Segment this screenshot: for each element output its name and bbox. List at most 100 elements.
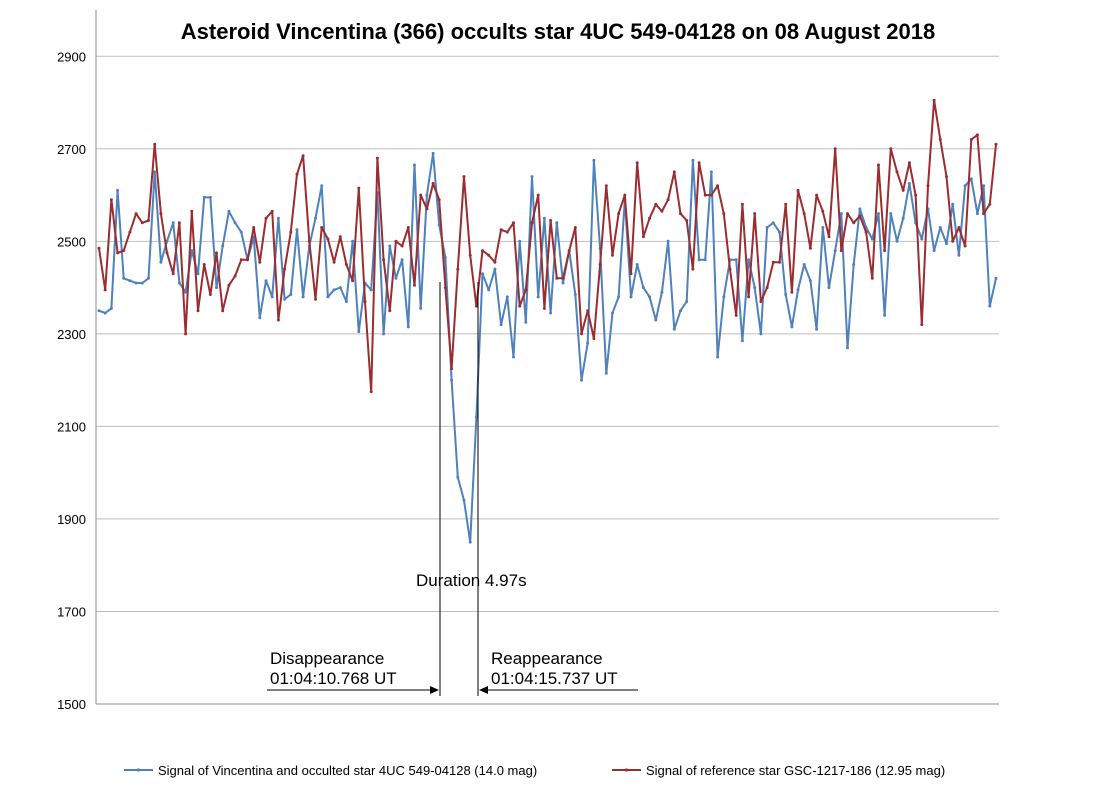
series-2-point: [301, 154, 305, 158]
series-1-point: [858, 207, 862, 211]
series-2-point: [518, 304, 522, 308]
series-1-point: [474, 415, 478, 419]
y-axis-ticks: 1500 1700 1900 2100 2300 2500 2700 2900: [57, 49, 86, 712]
series-1-point: [369, 288, 373, 292]
series-1-point: [425, 193, 429, 197]
series-2-point: [196, 309, 200, 313]
series-1-point: [338, 286, 342, 290]
legend-label-series-1: Signal of Vincentina and occulted star 4…: [158, 763, 537, 778]
series-2-point: [320, 226, 324, 229]
series-2-point: [759, 300, 763, 303]
series-1-point: [295, 228, 299, 232]
series-2-point: [827, 235, 831, 239]
series-2-point: [728, 267, 732, 271]
series-2-point: [685, 219, 689, 222]
series-2-point: [963, 244, 967, 248]
series-2-point: [901, 188, 905, 192]
series-2-point: [375, 156, 379, 160]
series-2-point: [660, 209, 664, 213]
series-2-point: [883, 249, 887, 253]
series-1-point: [524, 320, 528, 324]
series-1-point: [400, 258, 404, 262]
disappearance-label: Disappearance: [270, 649, 384, 668]
series-2-point: [382, 258, 386, 262]
series-1-point: [796, 288, 800, 292]
series-1-point: [215, 286, 218, 290]
series-1-point: [468, 540, 472, 544]
series-2-point: [920, 323, 924, 327]
series-2-point: [784, 202, 788, 206]
series-2-point: [734, 313, 738, 317]
disappearance-arrowhead: [430, 686, 439, 694]
series-1-point: [771, 221, 775, 225]
series-2-point: [437, 198, 441, 202]
series-1-point: [833, 249, 837, 253]
series-1-point: [697, 258, 701, 262]
series-1-point: [344, 300, 348, 303]
series-1-point: [660, 290, 664, 294]
series-1-point: [895, 239, 899, 243]
series-2-point: [672, 170, 676, 174]
series-1-point: [932, 249, 936, 253]
series-1-point: [227, 209, 231, 213]
duration-label: Duration 4.97s: [416, 571, 527, 590]
series-2-point: [97, 246, 101, 250]
series-1-point: [159, 260, 163, 264]
series-2-point: [419, 193, 423, 197]
series-2-point: [524, 288, 528, 292]
disappearance-time: 01:04:10.768 UT: [270, 669, 397, 688]
series-2-point: [580, 332, 583, 336]
series-2-point: [796, 188, 800, 192]
series-2-point: [462, 175, 466, 179]
series-1-point: [629, 295, 633, 299]
series-1-point: [512, 355, 515, 359]
series-2-point: [846, 212, 849, 216]
series-2-point: [969, 138, 973, 141]
series-2-point: [332, 260, 336, 264]
series-2-point: [641, 235, 645, 239]
series-1-point: [153, 170, 157, 174]
series-1-point: [889, 212, 893, 216]
series-1-point: [208, 195, 212, 199]
series-2-point: [666, 198, 670, 202]
series-2-point: [561, 276, 565, 280]
series-1-point: [171, 221, 175, 225]
series-2-point: [344, 263, 348, 266]
series-1-point: [493, 267, 497, 271]
series-2-point: [864, 230, 868, 234]
series-1-point: [264, 279, 268, 283]
series-1-point: [147, 276, 150, 280]
series-1-point: [450, 378, 454, 382]
series-1-point: [542, 216, 546, 220]
series-2-point: [567, 249, 571, 253]
series-1-point: [821, 226, 825, 229]
series-2-point: [425, 207, 429, 211]
series-2-point: [394, 239, 398, 243]
series-1-point: [957, 253, 961, 257]
series-1-point: [982, 184, 986, 188]
series-1-point: [827, 286, 831, 290]
series-2-point: [703, 193, 707, 197]
series-1-point: [988, 304, 992, 308]
y-tick-label: 1700: [57, 604, 86, 619]
series-2-point: [852, 221, 856, 225]
series-2-point: [283, 267, 287, 271]
series-1-point: [839, 212, 843, 216]
series-2-point: [400, 244, 404, 248]
legend-item-series-2: Signal of reference star GSC-1217-186 (1…: [612, 763, 945, 778]
series-2-point: [617, 212, 621, 216]
series-2-point: [338, 235, 342, 239]
legend-item-series-1: Signal of Vincentina and occulted star 4…: [124, 763, 537, 778]
series-1-point: [969, 177, 973, 181]
series-1-point: [722, 295, 726, 299]
y-tick-label: 2900: [57, 49, 86, 64]
series-2-point: [914, 193, 918, 197]
series-2-point: [202, 263, 206, 266]
y-tick-label: 2700: [57, 142, 86, 157]
series-2-point: [505, 230, 509, 234]
gridlines: [95, 10, 999, 705]
series-1-point: [116, 188, 120, 192]
series-line-2: [98, 99, 997, 393]
series-2-point: [691, 267, 695, 271]
series-2-point: [957, 226, 961, 229]
